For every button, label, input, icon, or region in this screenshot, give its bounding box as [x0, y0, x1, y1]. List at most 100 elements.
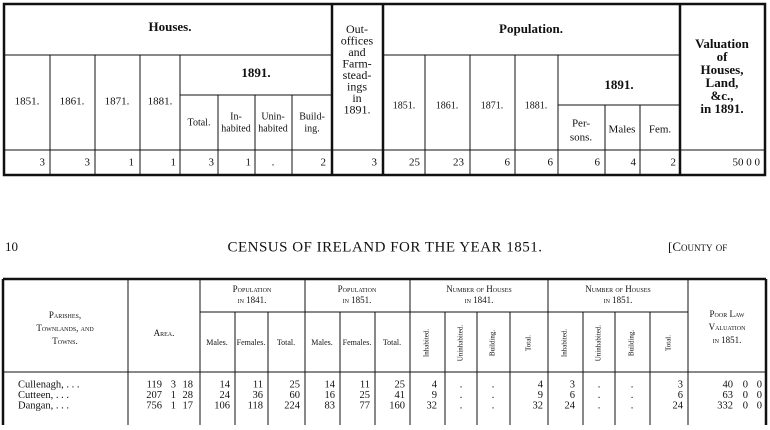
- data-cell: 60: [290, 390, 301, 401]
- data-cell: 0: [757, 400, 762, 411]
- col-header: Valuation: [709, 322, 746, 332]
- data-cell: 6: [595, 157, 601, 169]
- col-header: in 1851.: [713, 335, 742, 345]
- data-cell: .: [460, 379, 463, 390]
- col-header: sons.: [570, 132, 593, 144]
- data-cell: 4: [432, 379, 438, 390]
- col-header: offices: [341, 33, 374, 47]
- year-header: 1871.: [105, 96, 130, 108]
- data-cell: .: [598, 400, 601, 411]
- col-header: Females.: [343, 338, 372, 347]
- col-header: Total.: [383, 338, 401, 347]
- col-header: Total.: [188, 117, 211, 128]
- data-cell: 32: [533, 400, 544, 411]
- data-cell: 106: [214, 400, 230, 411]
- data-cell: 9: [538, 390, 543, 401]
- data-cell: 119: [147, 379, 162, 390]
- data-cell: 18: [183, 379, 194, 390]
- data-cell: .: [460, 400, 463, 411]
- year-header: 1881.: [148, 96, 173, 108]
- data-cell: 2: [321, 157, 327, 169]
- col-header: Total.: [665, 335, 673, 351]
- group-header: in 1851.: [343, 295, 372, 305]
- data-cell: 6: [570, 390, 575, 401]
- year-header: 1891.: [241, 65, 270, 80]
- data-cell: 1: [171, 390, 176, 401]
- data-cell: 3: [40, 157, 46, 169]
- col-header: Valuation: [695, 36, 749, 51]
- page-title: CENSUS OF IRELAND FOR THE YEAR 1851.: [227, 239, 542, 255]
- section-title: Houses.: [149, 19, 192, 34]
- col-header: Males.: [206, 338, 228, 347]
- row-label: Cutteen, . . .: [18, 390, 69, 401]
- group-header: in 1841.: [465, 295, 494, 305]
- col-header: Inhabited.: [423, 329, 431, 357]
- col-header: Land,: [706, 75, 739, 90]
- col-header: Out-: [346, 22, 368, 36]
- group-header: in 1851.: [604, 295, 633, 305]
- year-header: 1861.: [60, 96, 85, 108]
- group-header: Number of Houses: [585, 284, 651, 294]
- group-header: Population: [338, 284, 377, 294]
- data-cell: 17: [183, 400, 194, 411]
- row-label: Dangan, . . .: [18, 400, 69, 411]
- data-cell: 0: [757, 390, 762, 401]
- data-cell: .: [631, 379, 634, 390]
- col-header: Building.: [489, 330, 497, 357]
- data-cell: 3: [570, 379, 575, 390]
- data-cell: 9: [432, 390, 437, 401]
- data-cell: .: [598, 390, 601, 401]
- data-cell: 1: [246, 157, 252, 169]
- col-header: Area.: [154, 328, 175, 338]
- data-cell: .: [460, 390, 463, 401]
- data-cell: .: [492, 390, 495, 401]
- data-cell: 0: [757, 379, 762, 390]
- section-title: Population.: [499, 21, 563, 36]
- year-header: 1881.: [525, 100, 548, 111]
- col-header: Inhabited.: [561, 329, 569, 357]
- year-header: 1861.: [436, 100, 459, 111]
- data-cell: 3: [171, 379, 176, 390]
- data-cell: 25: [290, 379, 301, 390]
- data-cell: .: [598, 379, 601, 390]
- year-header: 1851.: [15, 96, 40, 108]
- col-header: habited: [258, 123, 287, 134]
- data-cell: 32: [427, 400, 438, 411]
- data-cell: 3: [85, 157, 91, 169]
- col-header: Males: [609, 124, 636, 136]
- col-header: of: [717, 49, 729, 64]
- data-cell: 0: [743, 379, 748, 390]
- year-header: 1891.: [604, 77, 633, 92]
- data-cell: 77: [360, 400, 371, 411]
- data-cell: 207: [146, 390, 162, 401]
- data-cell: 1: [129, 157, 135, 169]
- county: [County of: [668, 239, 727, 254]
- data-cell: 16: [325, 390, 336, 401]
- col-header: Fem.: [649, 124, 672, 136]
- year-header: 1851.: [393, 100, 416, 111]
- col-header: Build-: [299, 111, 325, 122]
- data-cell: 3: [372, 157, 378, 169]
- group-header: in 1841.: [238, 295, 267, 305]
- group-header: Number of Houses: [446, 284, 512, 294]
- data-cell: 160: [389, 400, 405, 411]
- col-header: Unin-: [261, 111, 284, 122]
- data-cell: 118: [248, 400, 263, 411]
- data-cell: 1: [171, 157, 177, 169]
- col-header: ing.: [304, 123, 319, 134]
- col-header: in 1891.: [700, 101, 743, 116]
- col-header: Building.: [628, 330, 636, 357]
- data-cell: 41: [395, 390, 406, 401]
- data-cell: 14: [220, 379, 231, 390]
- data-cell: 36: [253, 390, 264, 401]
- col-header: Poor Law: [710, 309, 745, 319]
- col-header: Uninhabited.: [595, 325, 603, 362]
- data-cell: .: [492, 400, 495, 411]
- data-cell: 1: [171, 400, 176, 411]
- col-header: Townlands, and: [36, 323, 94, 333]
- col-header: Total.: [525, 335, 533, 351]
- data-cell: 6: [678, 390, 683, 401]
- data-cell: 63: [723, 390, 734, 401]
- row-label: Cullenagh, . . .: [18, 379, 80, 390]
